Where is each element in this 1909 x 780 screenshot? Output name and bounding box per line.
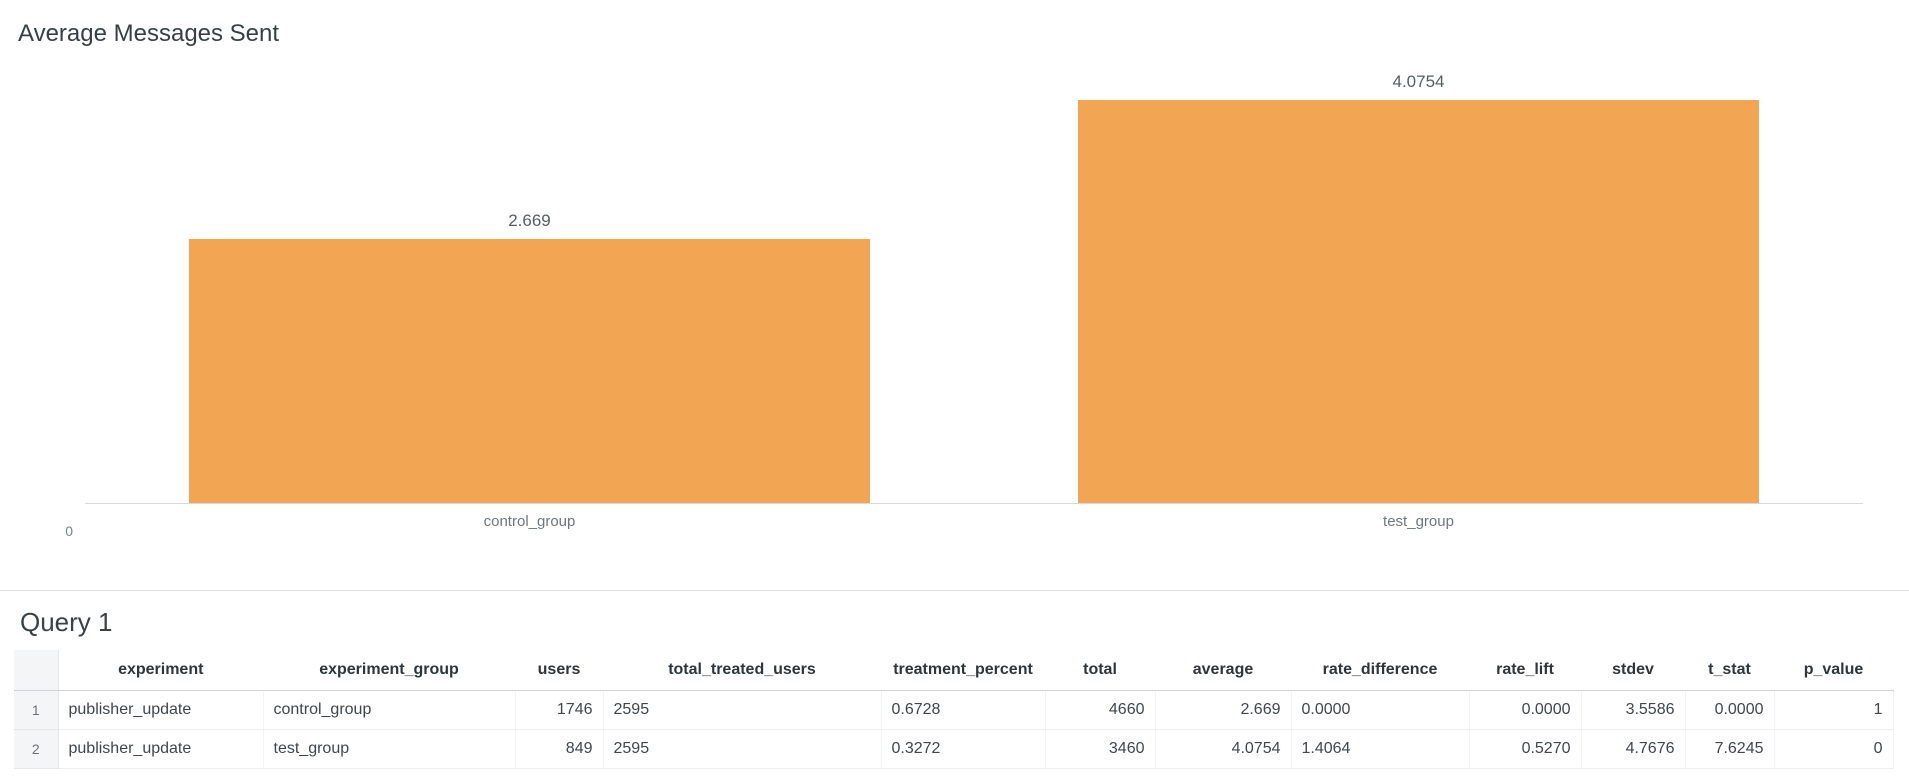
x-axis-label-test_group: test_group <box>1383 513 1454 530</box>
cell-rate_difference: 0.0000 <box>1291 690 1470 730</box>
column-header-users: users <box>515 650 603 691</box>
cell-p_value: 1 <box>1774 690 1894 730</box>
cell-treatment_percent: 0.6728 <box>881 690 1046 730</box>
column-header-rate_lift: rate_lift <box>1469 650 1581 691</box>
bar-value-label: 4.0754 <box>1392 72 1445 91</box>
cell-t_stat: 0.0000 <box>1685 690 1775 730</box>
column-header-treatment_percent: treatment_percent <box>881 650 1045 691</box>
query-title: Query 1 <box>20 607 113 637</box>
cell-total_treated_users: 2595 <box>603 729 882 769</box>
cell-experiment_group: control_group <box>263 690 516 730</box>
chart-plot: 2.669 4.0754 <box>85 72 1863 504</box>
column-header-total: total <box>1045 650 1155 691</box>
table-row: 2 publisher_update test_group 849 2595 0.3272… <box>14 729 1894 769</box>
cell-experiment: publisher_update <box>58 729 264 769</box>
bar-control_group[interactable] <box>189 239 870 503</box>
table-body: 1 publisher_update control_group 1746 2595 0.… <box>14 690 1894 769</box>
bar-group-control_group: 2.669 <box>85 100 974 503</box>
y-axis: 0 <box>18 100 85 539</box>
row-index: 2 <box>14 729 59 769</box>
row-index: 1 <box>14 690 59 730</box>
index-column-header <box>14 650 59 691</box>
column-header-total_treated_users: total_treated_users <box>603 650 881 691</box>
table-header-row: experiment experiment_group users total_tre… <box>14 650 1893 691</box>
cell-total: 3460 <box>1045 729 1156 769</box>
column-header-average: average <box>1155 650 1291 691</box>
cell-experiment: publisher_update <box>58 690 264 730</box>
bar-group-test_group: 4.0754 <box>974 72 1863 503</box>
cell-p_value: 0 <box>1774 729 1894 769</box>
column-header-rate_difference: rate_difference <box>1291 650 1469 691</box>
column-header-experiment_group: experiment_group <box>263 650 515 691</box>
chart-title: Average Messages Sent <box>18 20 280 47</box>
y-axis-zero-label: 0 <box>65 523 73 539</box>
column-header-stdev: stdev <box>1581 650 1685 691</box>
cell-rate_difference: 1.4064 <box>1291 729 1470 769</box>
column-header-t_stat: t_stat <box>1685 650 1774 691</box>
cell-rate_lift: 0.5270 <box>1469 729 1582 769</box>
table-header: experiment experiment_group users total_tre… <box>14 650 1893 691</box>
cell-rate_lift: 0.0000 <box>1469 690 1582 730</box>
cell-experiment_group: test_group <box>263 729 516 769</box>
x-axis-labels: control_group test_group <box>85 504 1863 530</box>
bar-test_group[interactable] <box>1078 100 1759 503</box>
x-axis-label-control_group: control_group <box>483 513 576 530</box>
results-table: experiment experiment_group users total_tre… <box>14 650 1894 769</box>
cell-treatment_percent: 0.3272 <box>881 729 1046 769</box>
cell-total: 4660 <box>1045 690 1156 730</box>
chart-plot-column: 2.669 4.0754 control_group test_group <box>85 72 1863 530</box>
cell-average: 4.0754 <box>1155 729 1292 769</box>
column-header-p_value: p_value <box>1774 650 1893 691</box>
chart-card: Average Messages Sent 0 2.669 4.0754 cont… <box>18 20 1863 539</box>
query-card: Query 1 experiment experiment_group users t… <box>0 590 1909 769</box>
bar-value-label: 2.669 <box>508 211 551 231</box>
cell-users: 849 <box>515 729 604 769</box>
table-row: 1 publisher_update control_group 1746 2595 0.… <box>14 690 1894 730</box>
bar-chart: 0 2.669 4.0754 control_group test_group <box>18 72 1863 539</box>
cell-total_treated_users: 2595 <box>603 690 882 730</box>
cell-stdev: 4.7676 <box>1581 729 1686 769</box>
cell-t_stat: 7.6245 <box>1685 729 1775 769</box>
cell-users: 1746 <box>515 690 604 730</box>
column-header-experiment: experiment <box>58 650 263 691</box>
cell-average: 2.669 <box>1155 690 1292 730</box>
cell-stdev: 3.5586 <box>1581 690 1686 730</box>
